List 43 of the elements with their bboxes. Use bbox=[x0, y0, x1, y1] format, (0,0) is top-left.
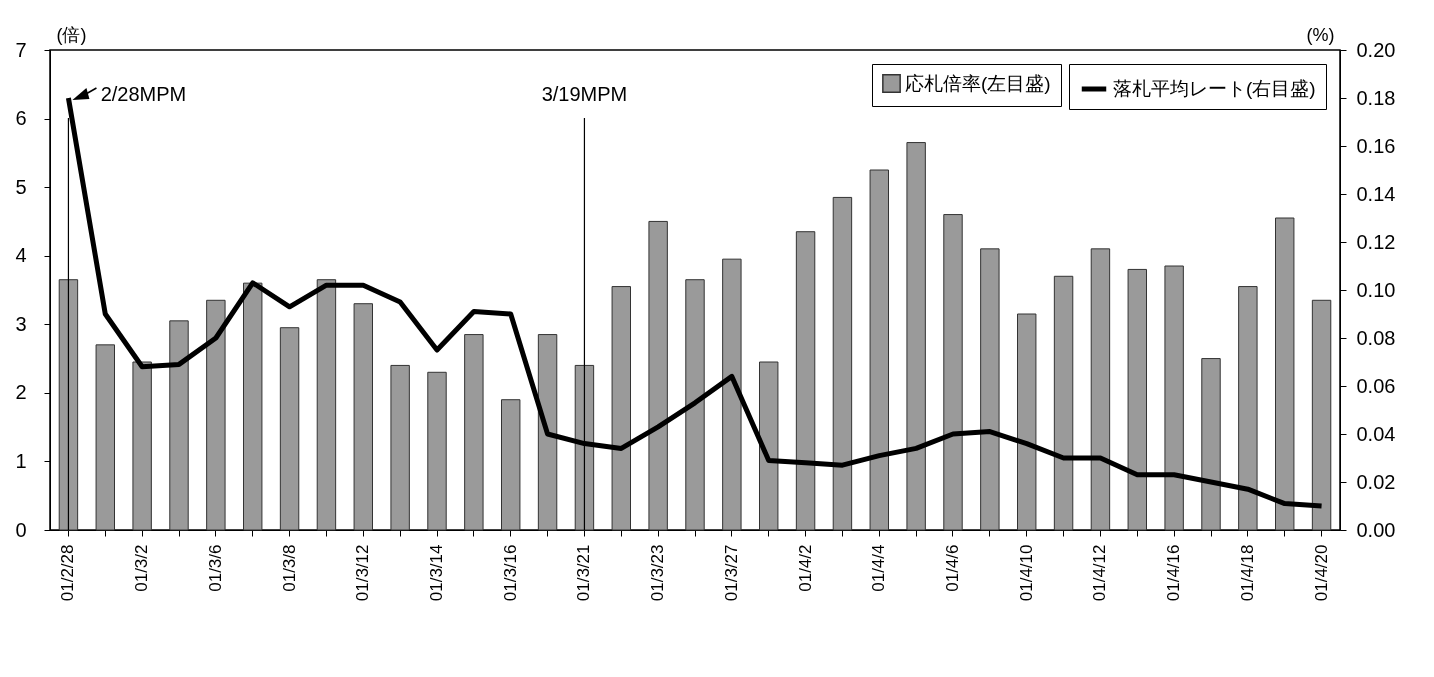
y2-tick-label: 0.16 bbox=[1356, 134, 1396, 157]
x-tick-label: 01/3/12 bbox=[353, 544, 373, 602]
y-axis-title: (倍) bbox=[56, 24, 87, 45]
y2-tick-label: 0.20 bbox=[1356, 38, 1396, 61]
x-tick-label: 01/3/27 bbox=[721, 544, 741, 602]
y-tick-label: 2 bbox=[15, 381, 27, 404]
y-tick-label: 3 bbox=[15, 312, 27, 335]
x-tick-label: 01/4/16 bbox=[1164, 544, 1184, 602]
y2-tick-label: 0.14 bbox=[1356, 182, 1396, 205]
y2-tick-label: 0.18 bbox=[1356, 86, 1396, 109]
x-tick-label: 01/4/12 bbox=[1090, 544, 1110, 602]
y-tick-label: 7 bbox=[15, 38, 27, 61]
y-tick-label: 0 bbox=[15, 518, 27, 541]
x-tick-label: 01/4/2 bbox=[795, 544, 815, 592]
y2-tick-label: 0.12 bbox=[1356, 230, 1396, 253]
legend-label: 2/28MPM bbox=[100, 83, 187, 105]
y2-tick-label: 0.00 bbox=[1356, 518, 1396, 541]
y-tick-label: 5 bbox=[15, 175, 27, 198]
x-tick-label: 01/2/28 bbox=[58, 544, 78, 602]
x-tick-label: 01/3/14 bbox=[427, 544, 446, 602]
y2-tick-label: 0.04 bbox=[1356, 422, 1396, 445]
y2-axis-title: (%) bbox=[1306, 24, 1335, 45]
x-tick-label: 01/3/21 bbox=[574, 544, 594, 602]
ref-line-label: 3/19MPM bbox=[541, 83, 628, 105]
y-tick-label: 6 bbox=[15, 107, 27, 130]
x-tick-label: 01/4/18 bbox=[1237, 544, 1257, 602]
legend-label: 応札倍率(左目盛) bbox=[905, 72, 1051, 94]
x-tick-label: 01/4/4 bbox=[869, 544, 889, 592]
x-tick-label: 01/4/20 bbox=[1311, 544, 1331, 602]
legend-label: 落札平均レート(右目盛) bbox=[1113, 78, 1316, 99]
x-tick-label: 01/4/6 bbox=[943, 544, 962, 592]
x-tick-label: 01/3/2 bbox=[132, 544, 152, 592]
x-tick-label: 01/4/10 bbox=[1016, 544, 1036, 602]
y2-tick-label: 0.10 bbox=[1356, 278, 1396, 301]
x-tick-label: 01/3/23 bbox=[648, 544, 668, 602]
x-tick-label: 01/3/8 bbox=[279, 544, 299, 592]
x-tick-label: 01/3/16 bbox=[500, 544, 520, 602]
y2-tick-label: 0.08 bbox=[1356, 326, 1396, 349]
y-tick-label: 1 bbox=[15, 449, 27, 472]
y2-tick-label: 0.02 bbox=[1356, 470, 1396, 493]
y2-tick-label: 0.06 bbox=[1356, 374, 1396, 397]
x-tick-label: 01/3/6 bbox=[205, 544, 225, 592]
y-tick-label: 4 bbox=[15, 244, 27, 267]
